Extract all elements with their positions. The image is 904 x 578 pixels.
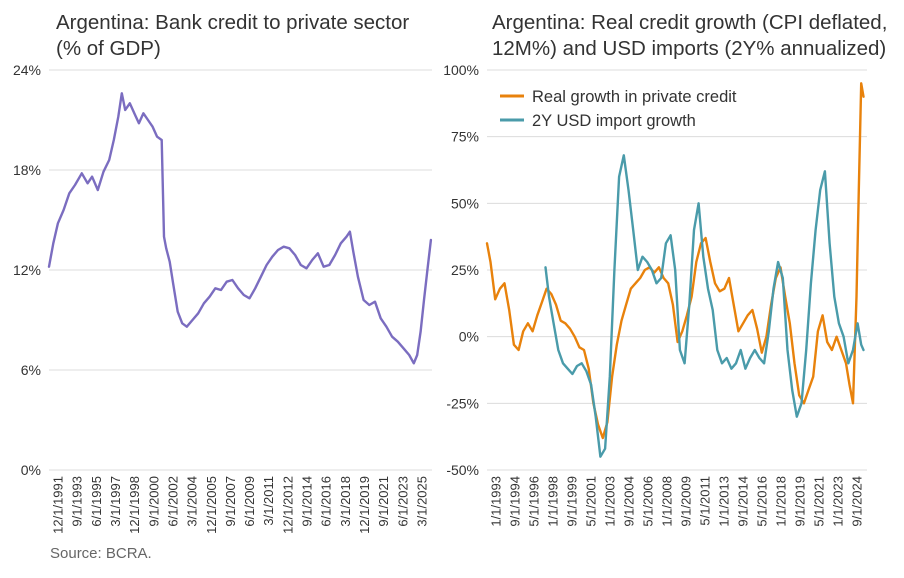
y-tick-label: 6% <box>21 362 41 378</box>
x-tick-label: 3/1/2018 <box>338 476 353 527</box>
x-tick-label: 3/1/2025 <box>414 476 429 527</box>
y-tick-label: 0% <box>21 462 41 478</box>
x-tick-label: 9/1/2004 <box>622 476 637 527</box>
y-tick-label: 100% <box>443 62 479 78</box>
right-chart-title-line2: 12M%) and USD imports (2Y% annualized) <box>492 37 887 60</box>
x-tick-label: 1/1/2013 <box>717 476 732 527</box>
x-tick-label: 12/1/2012 <box>280 476 295 534</box>
y-tick-label: 0% <box>459 329 479 345</box>
x-tick-label: 9/1/2007 <box>223 476 238 527</box>
x-tick-label: 12/1/1991 <box>51 476 66 534</box>
right-chart-title: Argentina: Real credit growth (CPI defla… <box>492 10 892 62</box>
x-tick-label: 1/1/2023 <box>831 476 846 527</box>
series-line <box>544 154 865 458</box>
legend-label: 2Y USD import growth <box>532 112 696 130</box>
x-tick-label: 5/1/2016 <box>755 476 770 527</box>
y-tick-label: 24% <box>13 62 41 78</box>
x-tick-label: 1/1/2003 <box>603 476 618 527</box>
x-tick-label: 3/1/2004 <box>185 476 200 527</box>
x-tick-label: 12/1/2019 <box>357 476 372 534</box>
y-tick-label: -25% <box>446 395 479 411</box>
x-tick-label: 5/1/2011 <box>698 476 713 526</box>
y-tick-label: -50% <box>446 462 479 478</box>
x-tick-label: 1/1/1993 <box>489 476 504 527</box>
y-tick-label: 50% <box>451 195 479 211</box>
legend-label: Real growth in private credit <box>532 88 737 106</box>
x-tick-label: 1/1/2018 <box>774 476 789 527</box>
x-tick-label: 6/1/2016 <box>319 476 334 527</box>
x-tick-label: 9/1/2009 <box>679 476 694 527</box>
x-tick-label: 6/1/2002 <box>165 476 180 527</box>
x-tick-label: 9/1/2014 <box>300 476 315 527</box>
x-tick-label: 9/1/1993 <box>70 476 85 527</box>
x-tick-label: 3/1/2011 <box>261 476 276 526</box>
x-tick-label: 6/1/1995 <box>89 476 104 527</box>
x-tick-label: 9/1/2000 <box>146 476 161 527</box>
x-tick-label: 12/1/2005 <box>204 476 219 534</box>
series-line <box>47 92 433 365</box>
x-tick-label: 5/1/2021 <box>812 476 827 527</box>
left-chart-title-line1: Argentina: Bank credit to private sector <box>56 11 410 34</box>
x-tick-label: 9/1/2024 <box>850 476 865 527</box>
y-tick-label: 12% <box>13 262 41 278</box>
y-tick-label: 25% <box>451 262 479 278</box>
x-tick-label: 3/1/1997 <box>108 476 123 527</box>
y-tick-label: 18% <box>13 162 41 178</box>
x-tick-label: 5/1/1996 <box>527 476 542 527</box>
x-tick-label: 5/1/2006 <box>641 476 656 527</box>
left-chart-title: Argentina: Bank credit to private sector… <box>56 10 456 62</box>
x-tick-label: 9/1/2019 <box>793 476 808 527</box>
left-chart: 0% 6% 12% 18% 24% 12/1/1991 9/1/1993 6/1/1995 3/… <box>13 62 433 534</box>
x-tick-label: 6/1/2009 <box>242 476 257 527</box>
x-tick-label: 9/1/2014 <box>736 476 751 527</box>
x-tick-label: 6/1/2023 <box>395 476 410 527</box>
x-tick-label: 12/1/1998 <box>127 476 142 534</box>
x-tick-label: 9/1/1994 <box>508 476 523 527</box>
x-tick-label: 1/1/2008 <box>660 476 675 527</box>
x-tick-label: 1/1/1998 <box>546 476 561 527</box>
right-chart-title-line1: Argentina: Real credit growth (CPI defla… <box>492 11 888 34</box>
source-note: Source: BCRA. <box>50 545 152 562</box>
y-tick-label: 75% <box>451 129 479 145</box>
x-tick-label: 9/1/1999 <box>565 476 580 527</box>
right-chart: -50% -25% 0% 25% 50% 75% 100% 1/1/1993 9/1/1994 5… <box>443 62 867 527</box>
x-tick-label: 9/1/2021 <box>376 476 391 527</box>
left-chart-title-line2: (% of GDP) <box>56 37 161 60</box>
x-tick-label: 5/1/2001 <box>584 476 599 527</box>
